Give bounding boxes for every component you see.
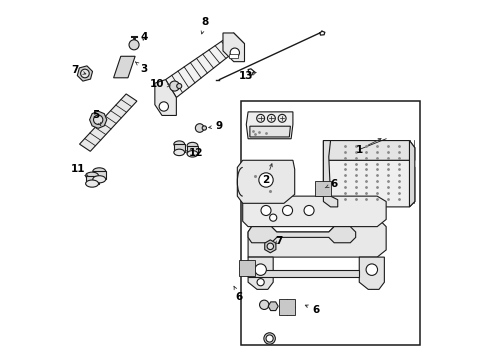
- Circle shape: [264, 333, 275, 344]
- Polygon shape: [247, 226, 355, 243]
- Text: 2: 2: [262, 164, 272, 185]
- Circle shape: [259, 300, 268, 310]
- Polygon shape: [247, 221, 386, 257]
- Circle shape: [230, 48, 239, 57]
- Text: 7: 7: [71, 65, 86, 75]
- Polygon shape: [247, 270, 359, 277]
- Circle shape: [202, 126, 206, 130]
- Ellipse shape: [174, 141, 184, 147]
- Polygon shape: [264, 240, 275, 253]
- Circle shape: [366, 264, 377, 275]
- Bar: [241, 101, 419, 345]
- Circle shape: [269, 214, 276, 221]
- Polygon shape: [187, 145, 198, 154]
- Polygon shape: [80, 94, 137, 151]
- Text: 9: 9: [208, 121, 223, 131]
- Polygon shape: [237, 160, 294, 203]
- Circle shape: [257, 279, 264, 286]
- Circle shape: [176, 84, 182, 89]
- Text: 13: 13: [239, 71, 256, 81]
- Text: 6: 6: [325, 179, 337, 189]
- Polygon shape: [223, 33, 244, 62]
- Text: 6: 6: [233, 286, 242, 302]
- Ellipse shape: [85, 180, 99, 187]
- Ellipse shape: [93, 168, 105, 175]
- Circle shape: [266, 243, 273, 249]
- Text: 5: 5: [92, 111, 101, 126]
- Text: 11: 11: [70, 164, 88, 176]
- Text: 1: 1: [355, 139, 380, 154]
- Ellipse shape: [85, 172, 99, 179]
- Polygon shape: [247, 257, 273, 289]
- Text: 6: 6: [305, 305, 319, 315]
- Polygon shape: [359, 257, 384, 289]
- Text: 7: 7: [274, 236, 282, 246]
- Polygon shape: [93, 171, 105, 179]
- Ellipse shape: [174, 149, 184, 156]
- Polygon shape: [77, 66, 92, 81]
- Circle shape: [159, 102, 168, 111]
- Text: 10: 10: [149, 79, 170, 89]
- Polygon shape: [323, 160, 414, 207]
- Polygon shape: [85, 176, 99, 184]
- Bar: [239, 260, 255, 276]
- Circle shape: [267, 114, 275, 122]
- Circle shape: [81, 69, 89, 78]
- Circle shape: [93, 115, 102, 125]
- Bar: [229, 54, 238, 58]
- Polygon shape: [155, 80, 176, 116]
- Text: 8: 8: [201, 17, 208, 34]
- Circle shape: [282, 206, 292, 216]
- Circle shape: [256, 114, 264, 122]
- Polygon shape: [246, 112, 292, 139]
- Polygon shape: [89, 111, 106, 129]
- Circle shape: [195, 124, 203, 132]
- Circle shape: [304, 206, 313, 216]
- Text: 4: 4: [140, 32, 147, 41]
- Polygon shape: [174, 144, 184, 152]
- Polygon shape: [165, 33, 244, 98]
- Text: 3: 3: [135, 62, 147, 74]
- Polygon shape: [323, 140, 414, 160]
- Text: 12: 12: [184, 148, 203, 158]
- Circle shape: [258, 173, 273, 187]
- Polygon shape: [408, 140, 414, 207]
- Circle shape: [169, 81, 179, 91]
- Circle shape: [278, 114, 285, 122]
- Polygon shape: [267, 302, 278, 311]
- Bar: [314, 181, 330, 197]
- Polygon shape: [249, 126, 290, 137]
- Bar: [278, 300, 294, 315]
- Circle shape: [254, 264, 266, 275]
- Polygon shape: [113, 56, 135, 78]
- Polygon shape: [323, 140, 337, 207]
- Ellipse shape: [93, 176, 105, 183]
- Ellipse shape: [187, 142, 198, 149]
- Circle shape: [261, 206, 270, 216]
- Circle shape: [265, 335, 273, 342]
- Ellipse shape: [187, 150, 198, 157]
- Circle shape: [129, 40, 139, 50]
- Polygon shape: [242, 196, 386, 226]
